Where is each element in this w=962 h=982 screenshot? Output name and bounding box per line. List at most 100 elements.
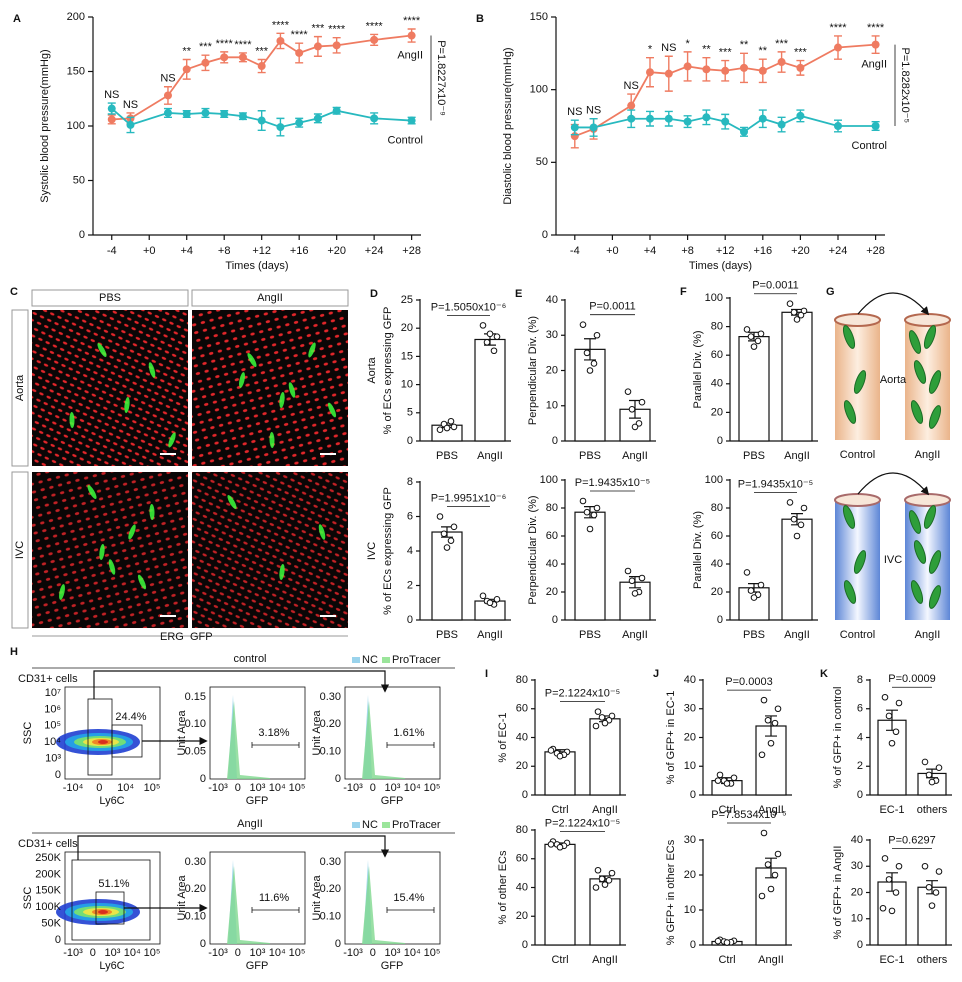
y-tick-label: 4 bbox=[407, 545, 413, 557]
y-tick-label: 100 bbox=[540, 474, 558, 486]
data-point bbox=[758, 751, 766, 759]
density bbox=[98, 740, 108, 744]
x-tick-label: PBS bbox=[436, 450, 458, 462]
y-tick-label: 10³ bbox=[45, 753, 61, 765]
gfp-cell bbox=[308, 342, 316, 358]
p-value: P=1.9435x10⁻⁵ bbox=[738, 478, 814, 490]
y-tick-label: 20 bbox=[711, 586, 723, 598]
gfp-cell bbox=[99, 544, 105, 560]
transition-arrow bbox=[857, 472, 930, 496]
legend-label: NC bbox=[362, 654, 378, 666]
y-tick-label: 0.30 bbox=[185, 856, 206, 868]
x-tick-label: +4 bbox=[180, 245, 193, 257]
y-tick-label: 10 bbox=[401, 379, 413, 391]
cell bbox=[913, 540, 927, 564]
gfp-cell bbox=[247, 352, 257, 368]
y-tick-label: 0 bbox=[335, 773, 341, 785]
legend-swatch bbox=[382, 657, 390, 663]
data-point bbox=[635, 420, 643, 427]
x-tick-label: 10⁴ bbox=[269, 782, 286, 794]
cell bbox=[843, 580, 857, 604]
y-tick-label: 2 bbox=[857, 760, 863, 772]
x-tick-label: +0 bbox=[143, 245, 156, 257]
x-tick-label: 0 bbox=[370, 782, 376, 794]
gate-label: 51.1% bbox=[98, 878, 129, 890]
cell bbox=[928, 585, 942, 609]
y-tick-label: 30 bbox=[546, 329, 558, 341]
y-tick-label: 10⁷ bbox=[45, 687, 61, 699]
panel-label: B bbox=[476, 13, 484, 25]
data-point bbox=[493, 333, 501, 340]
column-label: PBS bbox=[99, 292, 121, 304]
y-tick-label: 40 bbox=[711, 558, 723, 570]
marker bbox=[664, 69, 673, 78]
gate-label: 3.18% bbox=[258, 727, 289, 739]
significance: *** bbox=[775, 38, 789, 50]
marker bbox=[107, 104, 116, 113]
data-point bbox=[928, 778, 936, 786]
y-tick-label: 0 bbox=[335, 938, 341, 950]
p-value: P=2.1224x10⁻⁵ bbox=[545, 688, 621, 700]
data-point bbox=[800, 504, 808, 512]
gate-label: 1.61% bbox=[393, 727, 424, 739]
marker bbox=[646, 68, 654, 77]
panel-label: G bbox=[826, 286, 835, 298]
y-tick-label: 40 bbox=[684, 674, 696, 686]
y-tick-label: 60 bbox=[546, 530, 558, 542]
x-tick-label: Ctrl bbox=[551, 954, 568, 966]
histogram-protracer bbox=[362, 866, 405, 944]
y-tick-label: 25 bbox=[401, 294, 413, 306]
y-tick-label: 40 bbox=[546, 294, 558, 306]
error-bar bbox=[584, 338, 596, 361]
y-tick-label: 0.20 bbox=[320, 718, 341, 730]
section-title: control bbox=[233, 653, 266, 665]
data-point bbox=[895, 699, 903, 707]
marker bbox=[721, 66, 730, 75]
significance: *** bbox=[311, 23, 325, 35]
data-point bbox=[892, 889, 900, 896]
x-tick-label: PBS bbox=[743, 629, 765, 641]
p-value: P=0.0003 bbox=[725, 676, 772, 688]
x-tick-label: -10⁴ bbox=[63, 782, 84, 794]
data-point bbox=[598, 714, 606, 721]
p-value: P=1.5050x10⁻⁶ bbox=[431, 301, 506, 313]
data-point bbox=[760, 696, 768, 704]
data-point bbox=[547, 841, 555, 848]
significance: **** bbox=[366, 20, 384, 32]
marker bbox=[370, 114, 379, 123]
stain-label: ERG bbox=[160, 631, 184, 643]
y-tick-label: 30 bbox=[851, 860, 863, 872]
data-point bbox=[628, 577, 636, 585]
data-point bbox=[925, 771, 933, 779]
y-tick-label: 200 bbox=[67, 11, 85, 23]
x-axis-label: GFP bbox=[381, 795, 404, 807]
marker bbox=[295, 118, 304, 127]
data-point bbox=[790, 309, 798, 316]
gfp-cell bbox=[279, 392, 285, 408]
data-point bbox=[592, 722, 600, 730]
x-axis-label: Times (days) bbox=[689, 260, 752, 272]
data-point bbox=[935, 868, 943, 875]
data-point bbox=[547, 747, 555, 754]
data-point bbox=[483, 339, 491, 346]
y-tick-label: 40 bbox=[546, 558, 558, 570]
data-point bbox=[556, 843, 564, 851]
y-tick-label: 0 bbox=[690, 939, 696, 951]
y-tick-label: 0 bbox=[407, 435, 413, 447]
y-tick-label: 10 bbox=[684, 904, 696, 916]
marker bbox=[758, 66, 767, 75]
legend-label: Control bbox=[388, 134, 423, 146]
marker bbox=[740, 63, 748, 72]
data-point bbox=[579, 321, 587, 328]
y-tick-label: 100 bbox=[705, 292, 723, 304]
y-tick-label: 100 bbox=[67, 120, 85, 132]
column-header bbox=[191, 289, 349, 307]
x-tick-label: 10⁵ bbox=[424, 947, 441, 959]
condition-label: Control bbox=[840, 449, 875, 461]
cell bbox=[910, 580, 924, 604]
panel-label: C bbox=[10, 286, 18, 298]
marker bbox=[758, 114, 767, 123]
marker bbox=[276, 123, 285, 132]
marker bbox=[313, 114, 322, 123]
